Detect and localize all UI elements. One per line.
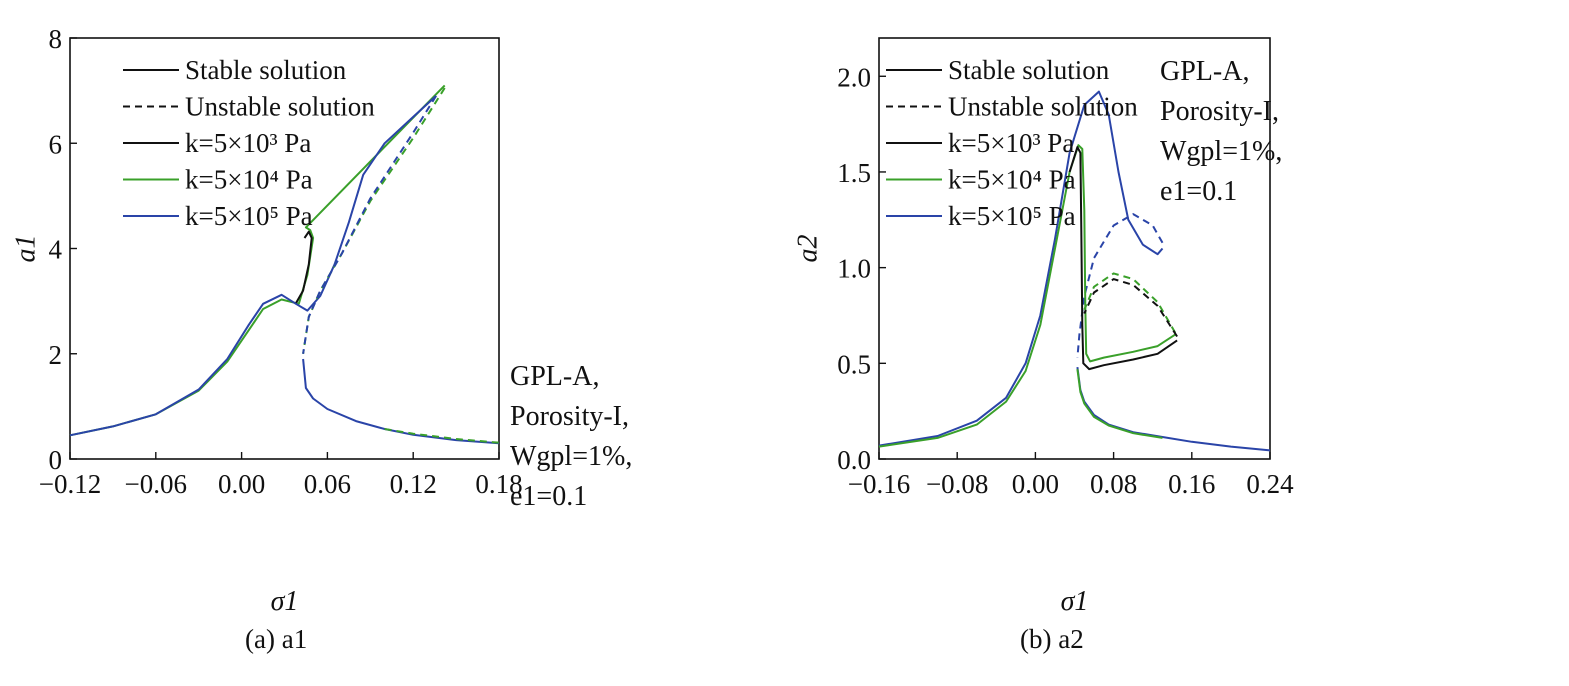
series-line [384,428,500,444]
annotation-text: GPL-A, [510,361,599,392]
legend-label: Unstable solution [185,92,375,122]
chart-a1: −0.12 −0.06 0.00 0.06 0.12 0.18 0 2 4 6 8 Stable so… [10,24,632,654]
y-tick-label: 0 [49,445,63,475]
legend-label: Unstable solution [948,92,1138,122]
legend-label: Stable solution [185,55,347,85]
x-tick-label: 0.06 [304,469,351,499]
y-tick-label: 1.0 [837,254,871,284]
annotation-text: Porosity-I, [510,401,629,432]
x-tick-label: 0.24 [1246,469,1294,499]
annotation-text: e1=0.1 [1160,176,1237,207]
annotation-text: e1=0.1 [510,481,587,512]
series-line [302,87,446,354]
y-axis-label: a2 [792,235,823,263]
annotation-text: GPL-A, [1160,56,1249,87]
legend-label: k=5×10⁵ Pa [185,201,313,231]
x-tick-label: −0.12 [39,469,101,499]
x-tick-label: −0.16 [848,469,910,499]
chart-caption: (b) a2 [1020,624,1084,654]
y-tick-label: 4 [49,235,63,265]
series-line [302,358,500,445]
series-line [1076,213,1164,358]
x-tick-label: 0.18 [475,469,522,499]
x-axis-label: σ1 [271,586,299,617]
series-line [1083,272,1177,334]
series-line [1076,366,1271,452]
y-axis-label: a1 [10,235,41,263]
y-tick-label: 0.0 [837,445,871,475]
annotation-text: Wgpl=1%, [510,441,632,472]
chart-caption: (a) a1 [245,624,307,654]
legend-label: k=5×10⁴ Pa [948,165,1076,195]
legend-label: k=5×10³ Pa [948,128,1074,158]
y-tick-label: 6 [49,129,63,159]
legend-label: k=5×10³ Pa [185,128,311,158]
x-tick-label: −0.08 [926,469,988,499]
x-tick-label: 0.08 [1090,469,1137,499]
legend-label: k=5×10⁴ Pa [185,165,313,195]
annotation-text: Porosity-I, [1160,96,1279,127]
annotation-text: Wgpl=1%, [1160,136,1282,167]
chart-a2: −0.16 −0.08 0.00 0.08 0.16 0.24 0.0 0.5 1.0 1.5 2.… [792,37,1294,654]
legend-label: k=5×10⁵ Pa [948,201,1076,231]
plot-frame [878,37,1271,460]
y-tick-label: 8 [49,24,63,54]
x-tick-label: 0.00 [1012,469,1059,499]
y-tick-label: 2 [49,340,63,370]
series-line [295,230,313,304]
x-tick-label: −0.06 [125,469,187,499]
x-axis-label: σ1 [1061,586,1089,617]
legend-label: Stable solution [948,55,1110,85]
y-tick-label: 1.5 [837,158,871,188]
series-line [69,95,437,437]
x-tick-label: 0.16 [1168,469,1215,499]
series-line [1076,368,1163,439]
y-tick-label: 0.5 [837,349,871,379]
series-line [302,95,437,354]
x-tick-label: 0.12 [390,469,437,499]
series-line [1083,278,1178,338]
x-tick-label: 0.00 [218,469,265,499]
y-tick-label: 2.0 [837,62,871,92]
series-line [878,144,1176,448]
series-line [1068,146,1178,371]
series-line [878,90,1164,447]
